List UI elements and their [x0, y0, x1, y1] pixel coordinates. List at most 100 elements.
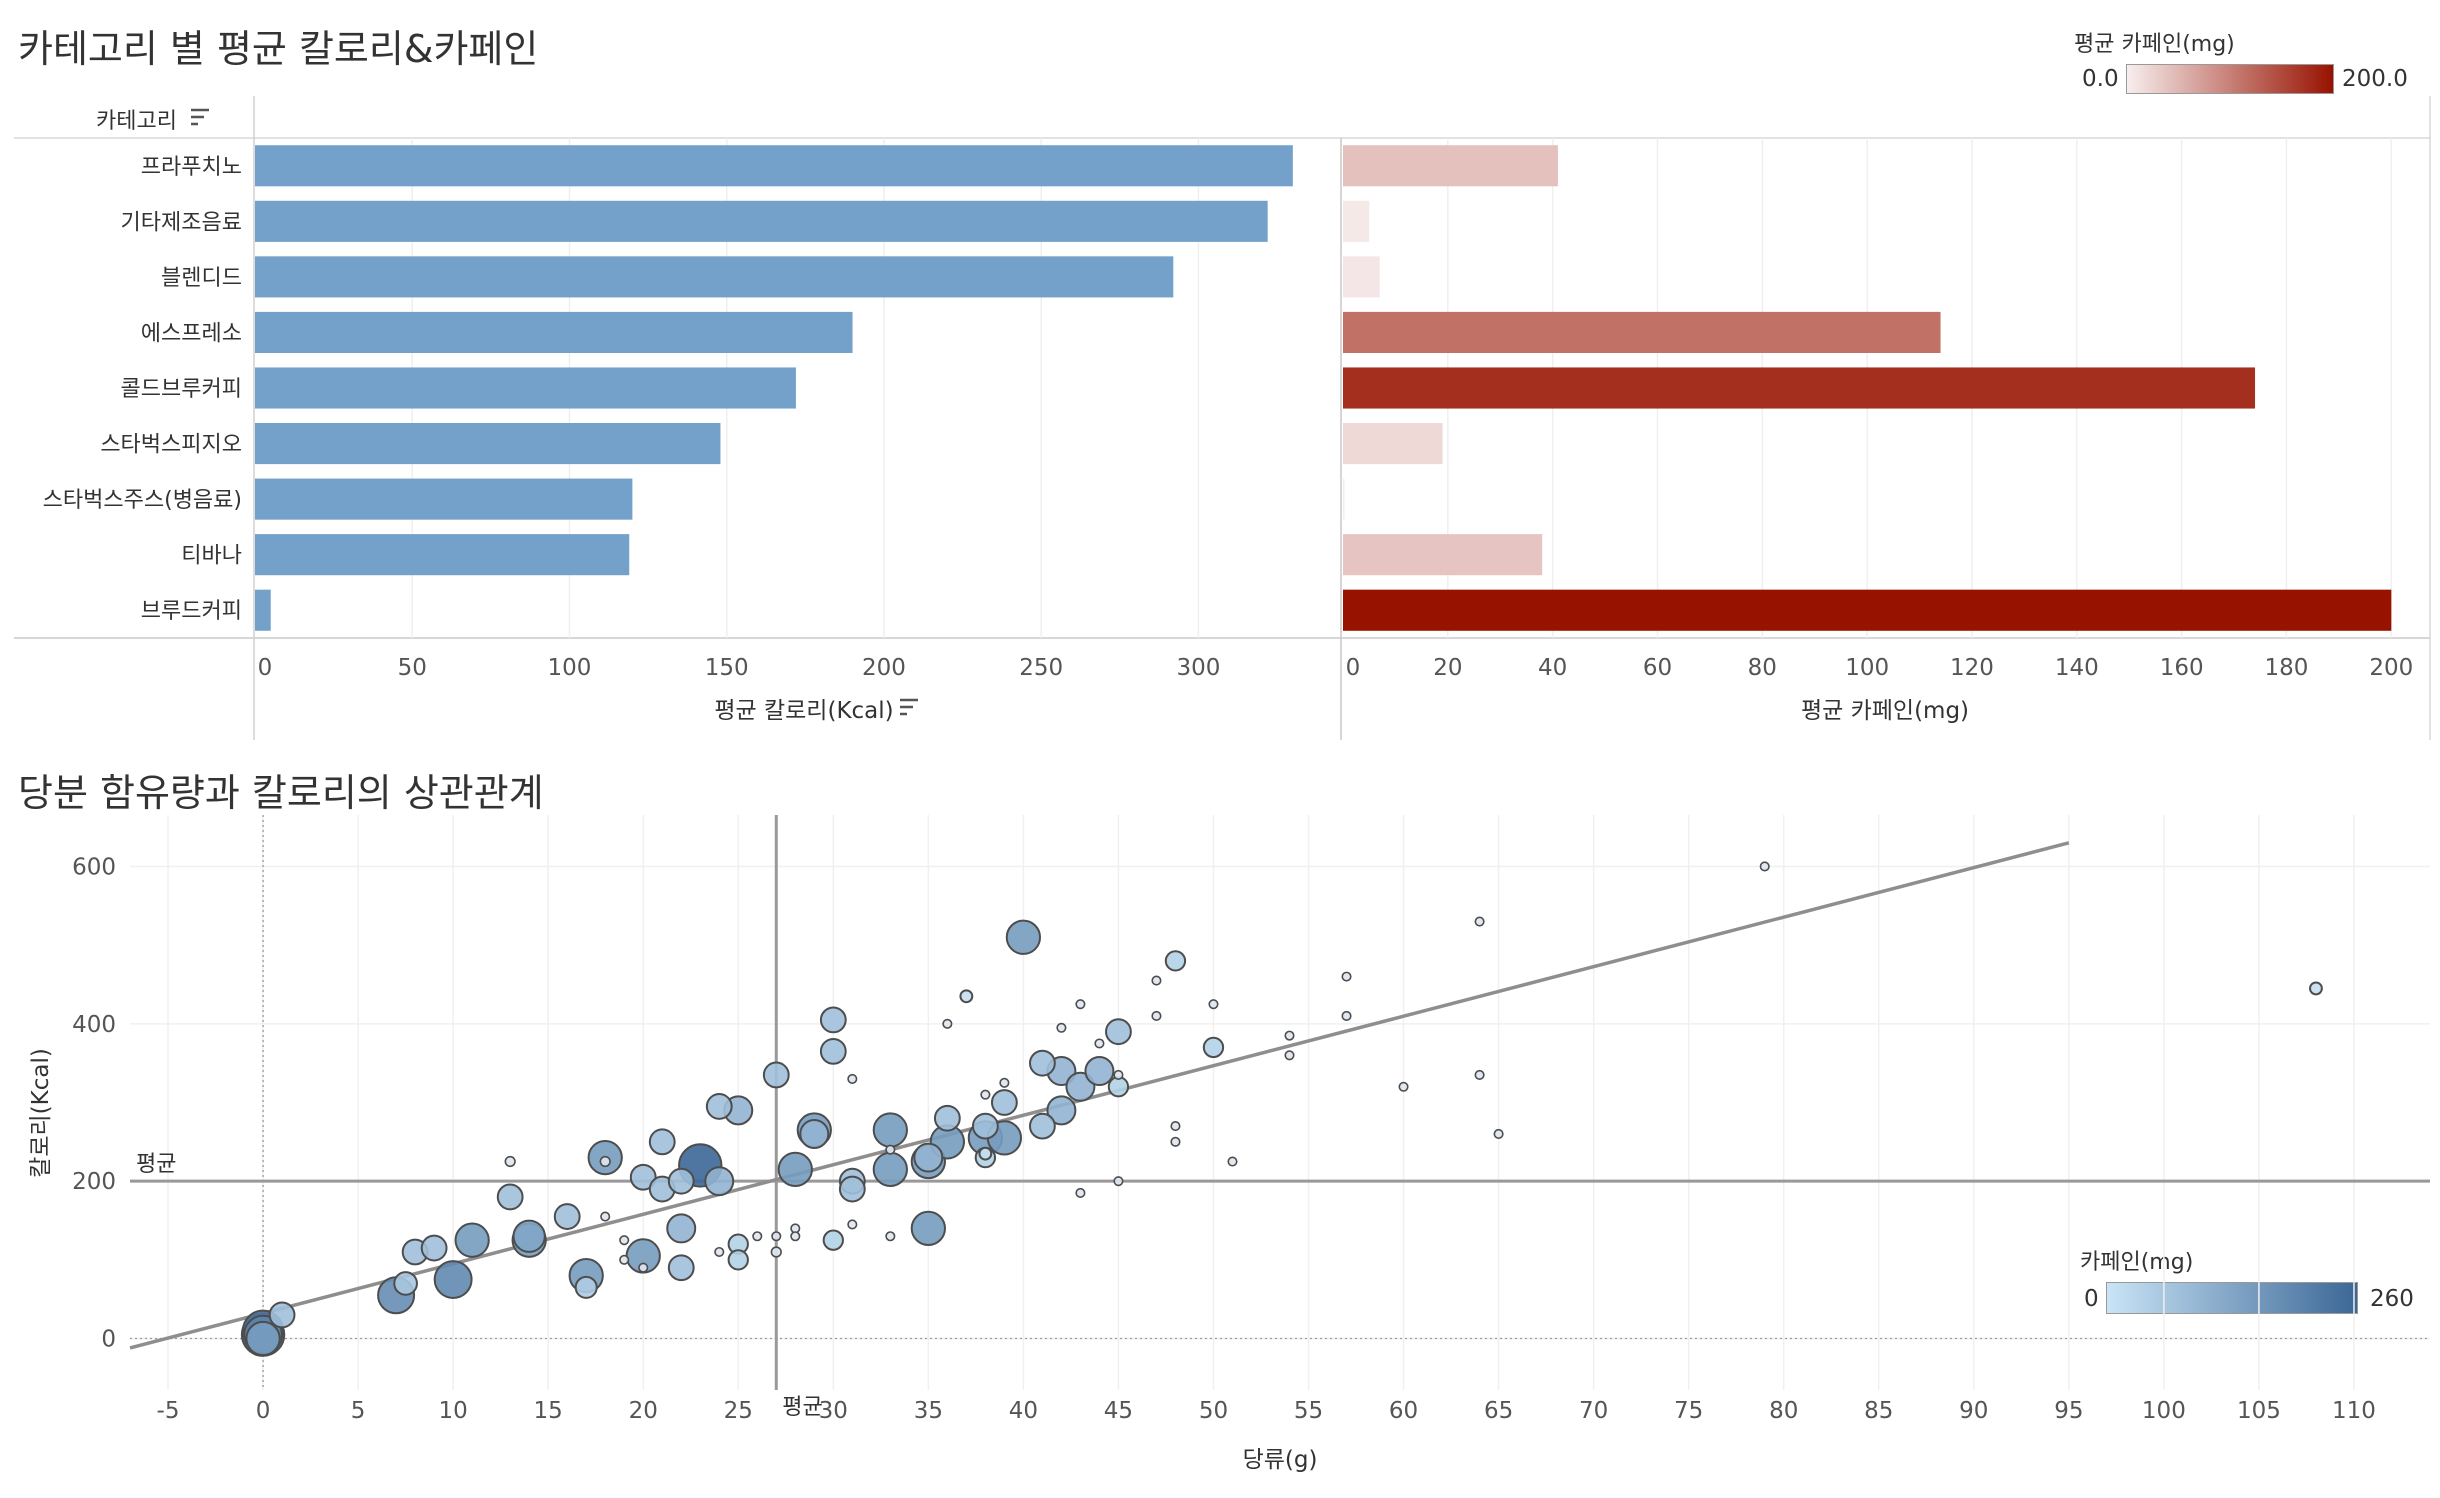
scatter-point[interactable] [454, 1222, 490, 1258]
scatter-point[interactable] [1151, 975, 1162, 986]
scatter-point[interactable] [433, 1260, 473, 1299]
scatter-point[interactable] [512, 1219, 546, 1253]
scatter-point[interactable] [1284, 1030, 1295, 1041]
calorie-bar[interactable] [255, 423, 721, 465]
scatter-point[interactable] [704, 1166, 735, 1197]
scatter-point[interactable] [978, 1146, 993, 1161]
calorie-sort-icon[interactable] [900, 698, 918, 716]
scatter-point[interactable] [999, 1077, 1010, 1088]
scatter-point[interactable] [1341, 1010, 1352, 1021]
scatter-point[interactable] [1208, 999, 1219, 1010]
scatter-point[interactable] [268, 1301, 296, 1329]
scatter-point[interactable] [910, 1210, 946, 1247]
calorie-bar[interactable] [255, 311, 853, 353]
scatter-point[interactable] [942, 1018, 953, 1029]
scatter-point[interactable] [885, 1144, 896, 1155]
calorie-bar[interactable] [255, 367, 796, 409]
scatter-point[interactable] [504, 1155, 516, 1168]
scatter-point[interactable] [847, 1219, 858, 1230]
scatter-point[interactable] [771, 1231, 782, 1242]
scatter-point[interactable] [872, 1112, 908, 1148]
scatter-point[interactable] [1164, 950, 1187, 972]
scatter-point[interactable] [1474, 916, 1485, 927]
category-sort-icon[interactable] [191, 108, 209, 126]
caffeine-bar[interactable] [1343, 423, 1443, 465]
scatter-point[interactable] [885, 1231, 896, 1242]
scatter-point[interactable] [959, 989, 974, 1004]
scatter-point[interactable] [1170, 1121, 1181, 1132]
scatter-point[interactable] [1227, 1156, 1238, 1167]
scatter-point[interactable] [553, 1203, 581, 1230]
caffeine-bar[interactable] [1343, 145, 1558, 187]
scatter-point[interactable] [819, 1037, 847, 1065]
scatter-point[interactable] [1398, 1081, 1409, 1092]
scatter-point[interactable] [245, 1320, 281, 1357]
category-header[interactable]: 카테고리 [96, 109, 177, 134]
scatter-point[interactable] [1151, 1010, 1162, 1021]
scatter-point[interactable] [667, 1167, 695, 1195]
scatter-point[interactable] [667, 1254, 695, 1282]
scatter-point[interactable] [648, 1128, 676, 1156]
scatter-point[interactable] [1113, 1176, 1124, 1187]
scatter-point[interactable] [727, 1249, 749, 1271]
scatter-point[interactable] [762, 1061, 790, 1089]
scatter-point[interactable] [1105, 1018, 1132, 1046]
scatter-point[interactable] [1493, 1128, 1504, 1140]
scatter-point[interactable] [799, 1118, 830, 1149]
scatter-point[interactable] [1202, 1036, 1225, 1059]
scatter-point[interactable] [666, 1213, 697, 1244]
calorie-bar[interactable] [255, 478, 633, 520]
calorie-bar[interactable] [255, 256, 1174, 298]
caffeine-bar[interactable] [1343, 534, 1543, 576]
scatter-point[interactable] [1028, 1049, 1056, 1077]
scatter-point[interactable] [600, 1211, 611, 1222]
scatter-point[interactable] [790, 1231, 801, 1242]
scatter-point[interactable] [1075, 1187, 1086, 1199]
scatter-point[interactable] [980, 1089, 991, 1100]
scatter-point[interactable] [1341, 971, 1352, 982]
scatter-point[interactable] [933, 1104, 961, 1132]
scatter-point[interactable] [752, 1231, 763, 1242]
scatter-point[interactable] [990, 1089, 1018, 1116]
scatter-point[interactable] [1005, 919, 1042, 955]
scatter-point[interactable] [777, 1151, 813, 1188]
scatter-point[interactable] [913, 1142, 944, 1173]
scatter-point[interactable] [1107, 1076, 1130, 1098]
scatter-point[interactable] [838, 1175, 866, 1203]
scatter-point[interactable] [619, 1235, 630, 1246]
scatter-point[interactable] [629, 1163, 657, 1191]
scatter-point[interactable] [420, 1234, 448, 1262]
caffeine-bar[interactable] [1343, 589, 2392, 631]
scatter-point[interactable] [847, 1073, 858, 1084]
scatter-point[interactable] [1113, 1069, 1124, 1081]
scatter-point[interactable] [770, 1246, 782, 1258]
caffeine-bar[interactable] [1343, 311, 1941, 353]
scatter-point[interactable] [819, 1006, 847, 1034]
calorie-bar[interactable] [255, 589, 271, 631]
scatter-point[interactable] [822, 1229, 844, 1251]
scatter-point[interactable] [705, 1093, 733, 1120]
caffeine-bar[interactable] [1343, 200, 1370, 242]
calorie-bar[interactable] [255, 534, 630, 576]
scatter-point[interactable] [574, 1275, 598, 1299]
scatter-point[interactable] [1056, 1022, 1067, 1033]
scatter-point[interactable] [638, 1262, 649, 1273]
scatter-point[interactable] [1075, 999, 1086, 1010]
scatter-point[interactable] [971, 1112, 999, 1140]
caffeine-bar[interactable] [1343, 478, 1345, 520]
scatter-point[interactable] [1284, 1050, 1295, 1061]
scatter-point[interactable] [1759, 861, 1770, 872]
scatter-point[interactable] [393, 1271, 418, 1296]
scatter-point[interactable] [496, 1183, 524, 1211]
scatter-point[interactable] [1170, 1136, 1181, 1147]
scatter-point[interactable] [2309, 981, 2323, 996]
calorie-bar[interactable] [255, 145, 1293, 187]
scatter-point[interactable] [714, 1246, 725, 1258]
scatter-point[interactable] [1084, 1056, 1115, 1087]
calorie-bar[interactable] [255, 200, 1268, 242]
scatter-point[interactable] [1094, 1038, 1105, 1049]
scatter-point[interactable] [599, 1155, 611, 1168]
scatter-point[interactable] [1028, 1112, 1056, 1140]
caffeine-bar[interactable] [1343, 256, 1380, 298]
scatter-point[interactable] [1474, 1069, 1485, 1081]
